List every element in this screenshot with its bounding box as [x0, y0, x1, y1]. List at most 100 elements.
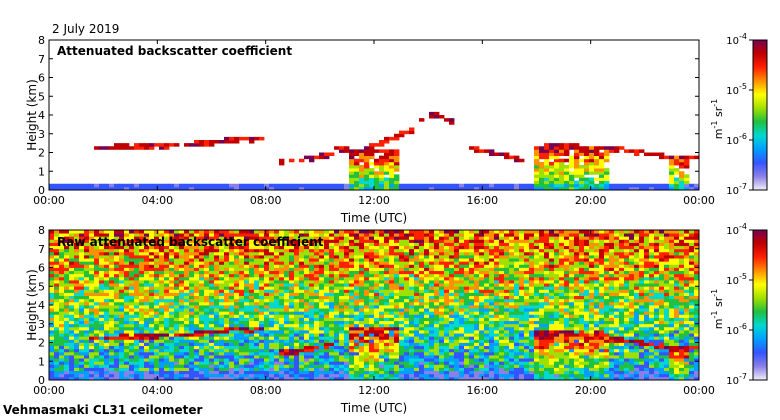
heatmap-cell — [284, 330, 290, 334]
heatmap-cell — [84, 355, 90, 359]
heatmap-cell — [94, 317, 100, 322]
heatmap-cell — [109, 376, 115, 380]
heatmap-cell — [204, 317, 210, 322]
heatmap-cell — [99, 305, 105, 309]
heatmap-cell — [309, 251, 315, 256]
heatmap-cell — [414, 267, 420, 272]
heatmap-cell — [404, 314, 410, 318]
heatmap-cell — [409, 239, 415, 243]
heatmap-cell — [684, 158, 690, 163]
heatmap-cell — [369, 183, 375, 188]
heatmap-cell — [429, 186, 435, 190]
heatmap-cell — [424, 376, 430, 380]
heatmap-cell — [314, 251, 320, 256]
heatmap-cell — [394, 320, 400, 325]
heatmap-cell — [334, 245, 340, 250]
heatmap-cell — [404, 280, 410, 284]
heatmap-cell — [219, 276, 225, 281]
heatmap-cell — [349, 286, 355, 290]
heatmap-cell — [434, 276, 440, 281]
heatmap-cell — [109, 317, 115, 322]
heatmap-cell — [89, 345, 95, 350]
heatmap-cell — [124, 298, 130, 303]
heatmap-cell — [214, 183, 220, 188]
heatmap-cell — [354, 308, 360, 312]
heatmap-cell — [124, 230, 130, 234]
heatmap-cell — [54, 308, 60, 312]
heatmap-cell — [389, 330, 395, 334]
heatmap-cell — [264, 261, 270, 265]
heatmap-cell — [89, 245, 95, 250]
heatmap-cell — [539, 177, 545, 182]
heatmap-cell — [79, 305, 85, 309]
heatmap-cell — [539, 161, 545, 166]
heatmap-cell — [474, 370, 480, 375]
heatmap-cell — [464, 245, 470, 250]
heatmap-cell — [99, 264, 105, 268]
heatmap-cell — [289, 233, 295, 237]
heatmap-cell — [434, 230, 440, 234]
heatmap-cell — [289, 289, 295, 293]
heatmap-cell — [429, 261, 435, 265]
heatmap-cell — [314, 355, 320, 359]
y-tick-label: 7 — [38, 53, 45, 66]
heatmap-cell — [369, 364, 375, 368]
heatmap-cell — [49, 270, 55, 275]
heatmap-cell — [219, 323, 225, 328]
heatmap-cell — [99, 370, 105, 375]
heatmap-cell — [364, 295, 370, 300]
heatmap-cell — [234, 258, 240, 262]
heatmap-cell — [379, 305, 385, 309]
heatmap-cell — [79, 348, 85, 353]
heatmap-cell — [664, 155, 670, 160]
heatmap-cell — [394, 233, 400, 237]
heatmap-cell — [389, 165, 395, 169]
heatmap-cell — [164, 255, 170, 259]
heatmap-cell — [369, 239, 375, 243]
heatmap-cell — [349, 308, 355, 312]
heatmap-cell — [149, 258, 155, 262]
heatmap-cell — [624, 186, 630, 190]
heatmap-cell — [124, 283, 130, 287]
heatmap-cell — [419, 261, 425, 265]
heatmap-cell — [449, 370, 455, 375]
heatmap-cell — [239, 280, 245, 284]
heatmap-cell — [239, 136, 245, 141]
heatmap-cell — [274, 261, 280, 265]
heatmap-cell — [349, 326, 355, 331]
heatmap-cell — [64, 364, 70, 368]
heatmap-cell — [84, 286, 90, 290]
heatmap-cell — [129, 311, 135, 315]
heatmap-cell — [419, 183, 425, 188]
heatmap-cell — [449, 311, 455, 315]
heatmap-cell — [109, 364, 115, 368]
heatmap-cell — [89, 242, 95, 247]
heatmap-cell — [444, 273, 450, 278]
heatmap-cell — [489, 348, 495, 353]
heatmap-cell — [184, 311, 190, 315]
heatmap-cell — [379, 267, 385, 272]
heatmap-cell — [129, 286, 135, 290]
heatmap-cell — [384, 314, 390, 318]
heatmap-cell — [409, 364, 415, 368]
heatmap-cell — [369, 345, 375, 350]
heatmap-cell — [239, 330, 245, 334]
heatmap-cell — [474, 301, 480, 306]
heatmap-cell — [409, 286, 415, 290]
heatmap-cell — [134, 143, 140, 147]
heatmap-cell — [584, 149, 590, 153]
heatmap-cell — [159, 239, 165, 243]
heatmap-cell — [239, 320, 245, 325]
heatmap-cell — [384, 280, 390, 284]
heatmap-cell — [299, 280, 305, 284]
heatmap-cell — [209, 255, 215, 259]
heatmap-cell — [199, 314, 205, 318]
heatmap-cell — [399, 376, 405, 380]
heatmap-cell — [389, 295, 395, 300]
heatmap-cell — [454, 267, 460, 272]
heatmap-cell — [484, 361, 490, 365]
heatmap-cell — [484, 301, 490, 306]
heatmap-cell — [369, 308, 375, 312]
heatmap-cell — [419, 355, 425, 359]
heatmap-cell — [294, 358, 300, 362]
